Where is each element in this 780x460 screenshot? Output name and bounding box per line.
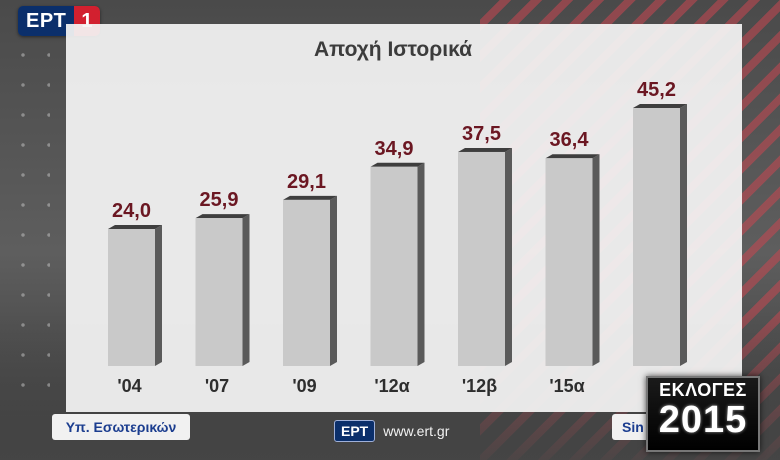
footer-url: www.ert.gr (383, 423, 450, 439)
bar-value-label: 34,9 (375, 138, 414, 160)
bar-top (545, 154, 600, 159)
bar-value-label: 37,5 (462, 123, 501, 145)
bar-side (680, 104, 687, 366)
bar-value-label: 45,2 (637, 79, 676, 101)
bar-value-label: 24,0 (112, 200, 151, 222)
category-tick-label: '12α (374, 376, 409, 396)
category-tick-label: '04 (117, 376, 141, 396)
background-dots (10, 40, 50, 400)
category-tick-label: '09 (292, 376, 316, 396)
bar-side (330, 195, 337, 366)
bar (370, 166, 418, 366)
bar-side (505, 147, 512, 366)
bar-top (458, 147, 512, 152)
bar (545, 158, 593, 366)
footer-logo: ΕΡΤ (334, 420, 376, 442)
election-badge-title: ΕΚΛΟΓΕΣ (659, 380, 747, 400)
bar-value-label: 29,1 (287, 171, 326, 193)
bar-side (155, 225, 162, 366)
category-tick-label: '07 (205, 376, 229, 396)
bar-top (195, 214, 250, 219)
bar (195, 218, 243, 366)
channel-logo-text: ΕΡΤ (18, 6, 75, 36)
election-badge-year: 2015 (658, 399, 748, 441)
bar-top (633, 104, 687, 108)
election-badge: ΕΚΛΟΓΕΣ 2015 (646, 376, 760, 452)
bar-value-label: 25,9 (200, 189, 239, 211)
bar-top (108, 225, 162, 230)
bar (108, 229, 155, 366)
bar-value-label: 36,4 (550, 129, 590, 151)
source-label: Υπ. Εσωτερικών (52, 414, 190, 440)
bar (283, 199, 330, 366)
category-tick-label: '15α (549, 376, 584, 396)
bar-side (242, 214, 250, 366)
category-tick-label: '12β (462, 376, 497, 396)
bar (458, 151, 505, 366)
bar-top (283, 195, 337, 200)
bar (633, 108, 680, 366)
bar-side (592, 154, 600, 366)
footer-brand: ΕΡΤ www.ert.gr (334, 420, 449, 442)
chart-title: Αποχή Ιστορικά (313, 38, 473, 61)
bar-top (370, 162, 425, 167)
bar-side (417, 162, 425, 366)
